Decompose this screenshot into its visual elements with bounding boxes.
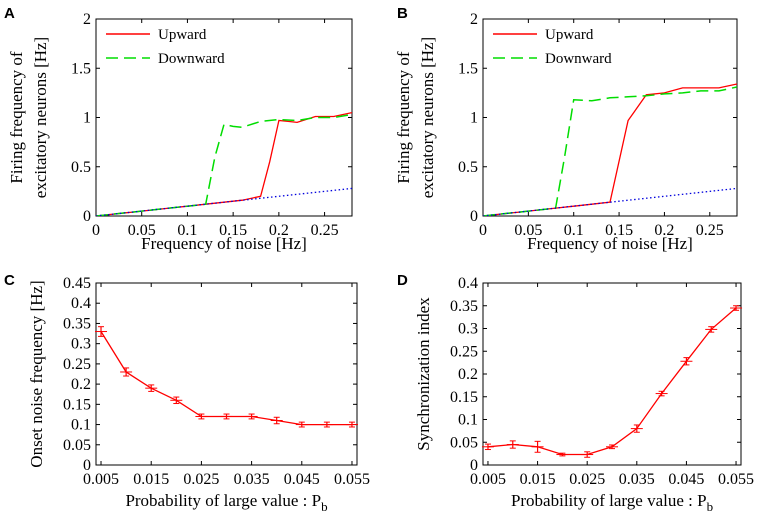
y-tick-label: 0.2 — [71, 376, 91, 393]
x-axis-label: Frequency of noise [Hz] — [141, 234, 307, 253]
y-tick-label: 0.5 — [458, 159, 478, 176]
x-axis-label-text: Probability of large value : P — [511, 491, 707, 510]
y-tick-label: 0 — [83, 457, 91, 474]
series-line-upward — [483, 83, 737, 216]
x-axis-label: Probability of large value : Pb — [125, 491, 327, 514]
y-tick-label: 2 — [470, 11, 478, 28]
x-tick-label: 0.2 — [269, 222, 289, 239]
panel-letter: A — [4, 5, 15, 22]
y-tick-label: 0.15 — [450, 389, 478, 406]
series-line-downward — [96, 113, 352, 216]
y-tick-label: 0 — [83, 208, 91, 225]
x-tick-label: 0.15 — [605, 222, 633, 239]
panel-letter: B — [397, 5, 408, 22]
axes-box — [482, 282, 742, 466]
x-tick-label: 0.015 — [520, 471, 556, 488]
y-tick-label: 0.35 — [63, 315, 91, 332]
y-tick-label: 0 — [470, 457, 478, 474]
x-tick-label: 0.055 — [334, 471, 370, 488]
y-tick-label: 0.05 — [63, 437, 91, 454]
y-tick-label: 1.5 — [71, 60, 91, 77]
legend-label: Upward — [545, 27, 594, 43]
y-tick-label: 0.25 — [450, 343, 478, 360]
series-line-upward — [96, 111, 352, 216]
y-tick-label: 1 — [83, 110, 91, 127]
legend-label: Downward — [545, 51, 612, 67]
axes-box — [95, 282, 358, 466]
x-axis-label-text: Frequency of noise [Hz] — [141, 234, 307, 253]
x-tick-label: 0.045 — [668, 471, 704, 488]
x-axis-label-subscript: b — [321, 499, 328, 514]
x-tick-label: 0.1 — [564, 222, 584, 239]
series-line-synchronization-index — [487, 307, 737, 456]
y-tick-label: 2 — [83, 11, 91, 28]
legend-label: Upward — [158, 27, 207, 43]
y-tick-label: 0.3 — [71, 336, 91, 353]
x-tick-label: 0 — [479, 222, 487, 239]
y-axis-label: excitatory neurons [Hz] — [31, 37, 50, 198]
x-tick-label: 0.2 — [654, 222, 674, 239]
y-tick-label: 0.2 — [458, 366, 478, 383]
x-tick-label: 0.25 — [696, 222, 724, 239]
x-tick-label: 0.05 — [514, 222, 542, 239]
y-axis-label: Synchronization index — [414, 297, 433, 451]
x-axis-label: Frequency of noise [Hz] — [527, 234, 693, 253]
x-tick-label: 0.025 — [569, 471, 605, 488]
x-tick-label: 0 — [92, 222, 100, 239]
y-axis-label: Onset noise frequency [Hz] — [27, 280, 46, 467]
x-axis-label-subscript: b — [707, 499, 714, 514]
panel-letter: C — [4, 272, 15, 289]
x-tick-label: 0.035 — [234, 471, 270, 488]
y-axis-label: Firing frequency of — [394, 51, 413, 184]
x-tick-label: 0.005 — [83, 471, 119, 488]
y-tick-label: 0.1 — [458, 412, 478, 429]
series-line-reference — [96, 187, 352, 216]
x-tick-label: 0.025 — [183, 471, 219, 488]
y-tick-label: 0.4 — [458, 275, 478, 292]
x-tick-label: 0.15 — [219, 222, 247, 239]
x-axis-label-text: Frequency of noise [Hz] — [527, 234, 693, 253]
series-line-onset-noise-frequency — [100, 331, 352, 426]
y-tick-label: 0.1 — [71, 417, 91, 434]
y-tick-label: 0 — [470, 208, 478, 225]
y-tick-label: 0.45 — [63, 275, 91, 292]
y-tick-label: 0.05 — [450, 434, 478, 451]
x-axis-label: Probability of large value : Pb — [511, 491, 713, 514]
legend-label: Downward — [158, 51, 225, 67]
x-tick-label: 0.005 — [470, 471, 506, 488]
y-tick-label: 0.4 — [71, 295, 91, 312]
y-axis-label: excitatory neurons [Hz] — [418, 37, 437, 198]
y-tick-label: 1.5 — [458, 60, 478, 77]
y-tick-label: 0.5 — [71, 159, 91, 176]
x-tick-label: 0.25 — [311, 222, 339, 239]
x-tick-label: 0.015 — [133, 471, 169, 488]
x-tick-label: 0.05 — [128, 222, 156, 239]
x-tick-label: 0.055 — [718, 471, 754, 488]
y-tick-label: 1 — [470, 110, 478, 127]
y-tick-label: 0.15 — [63, 396, 91, 413]
y-tick-label: 0.3 — [458, 321, 478, 338]
x-tick-label: 0.1 — [177, 222, 197, 239]
axes-box — [482, 18, 738, 217]
y-tick-label: 0.35 — [450, 298, 478, 315]
x-tick-label: 0.035 — [619, 471, 655, 488]
panel-c: C 0.005 0.015 0.025 0.035 0.045 0.055 0 0.05 0.1 0… — [4, 272, 370, 514]
panel-d: D 0.005 0.015 0.025 0.035 0.045 0.055 0 0.05 0.1 0… — [397, 272, 754, 514]
x-tick-label: 0.045 — [284, 471, 320, 488]
y-tick-label: 0.25 — [63, 356, 91, 373]
x-axis-label-text: Probability of large value : P — [125, 491, 321, 510]
series-line-reference — [483, 187, 737, 216]
panel-letter: D — [397, 272, 408, 289]
y-axis-label: Firing frequency of — [7, 51, 26, 184]
panel-b: B 0 0.05 0.1 0.15 0.2 0.25 0 0.5 1 1.5 2 Frequency o… — [394, 5, 738, 253]
series-line-downward — [483, 86, 737, 216]
panel-a: A 0 0.05 0.1 0.15 0.2 0.25 0 0.5 1 1.5 2 Frequency o… — [4, 5, 353, 253]
